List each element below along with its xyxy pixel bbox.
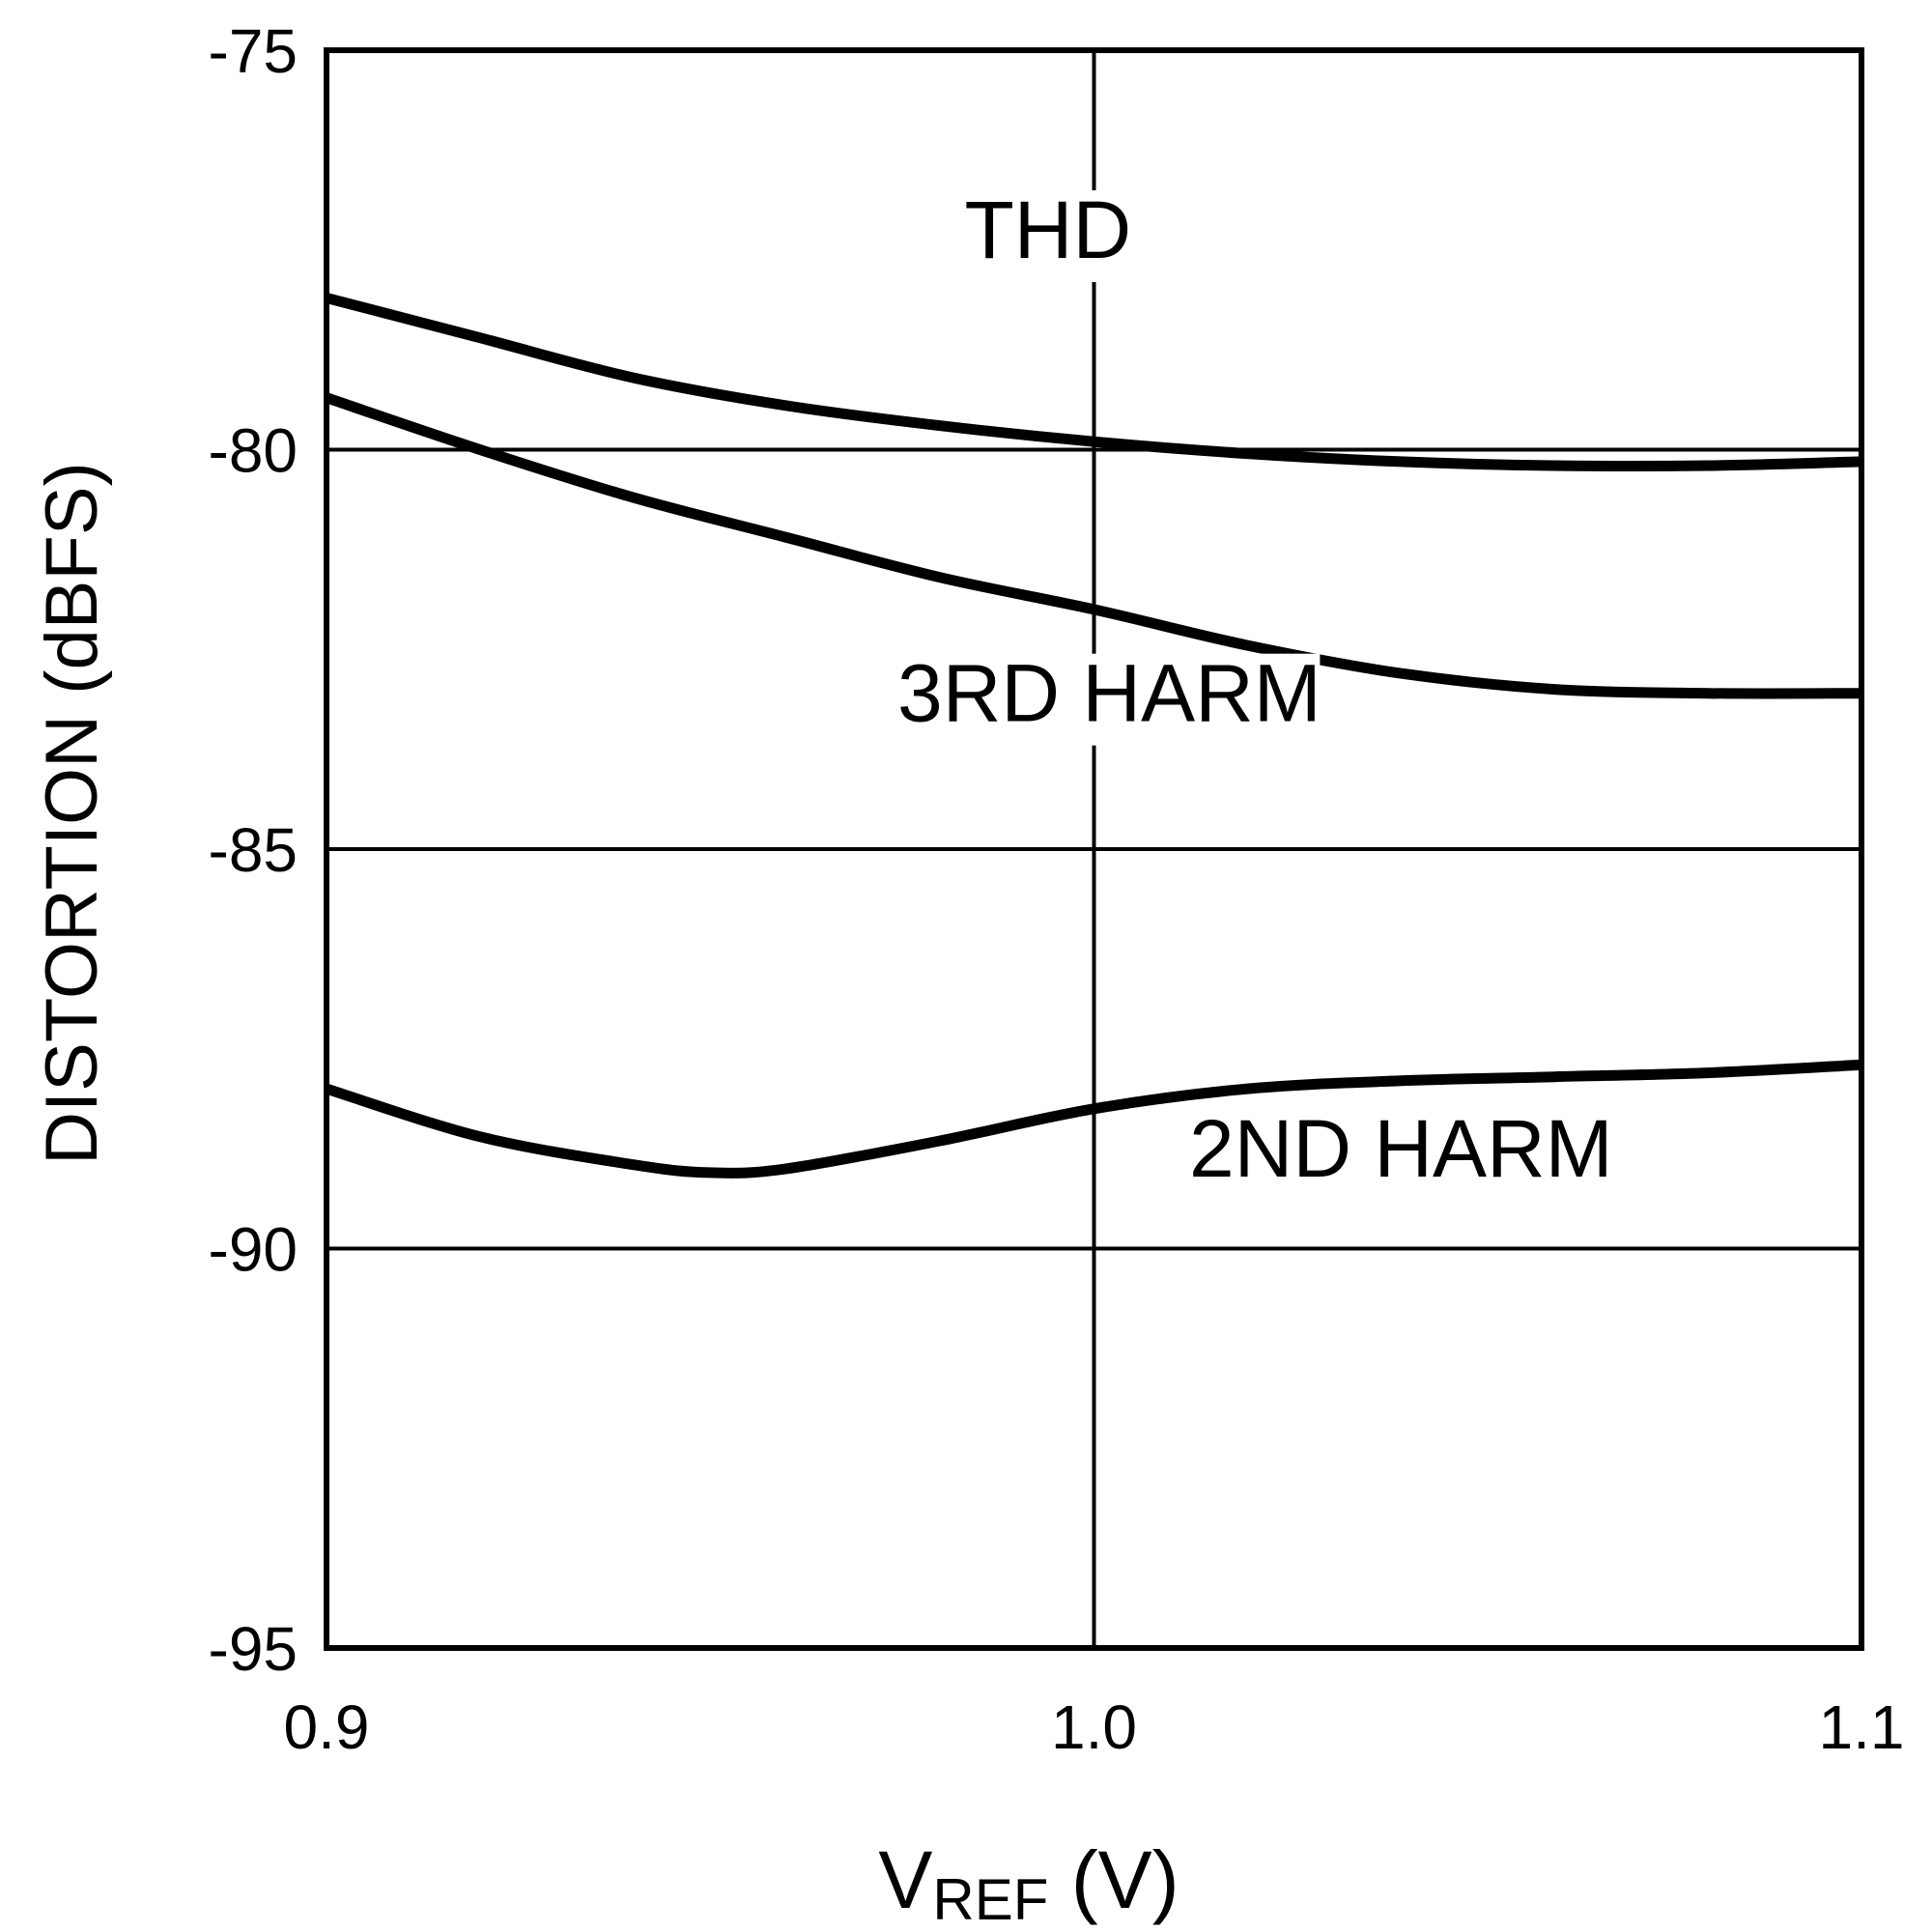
series-annotation: 3RD HARM bbox=[897, 648, 1321, 739]
y-tick-labels: -75 -80 -85 -90 -95 bbox=[209, 16, 298, 1684]
y-axis-title: DISTORTION (dBFS) bbox=[31, 462, 113, 1165]
x-tick-labels: 0.9 1.0 1.1 bbox=[284, 1692, 1905, 1762]
grid-lines bbox=[327, 50, 1861, 1648]
series-annotation: THD bbox=[965, 185, 1132, 275]
x-axis-title-sub: REF bbox=[932, 1867, 1048, 1932]
x-axis-title-unit: (V) bbox=[1048, 1834, 1179, 1925]
x-axis-title: VREF (V) bbox=[878, 1834, 1179, 1932]
series-line-2nd-harm bbox=[325, 1059, 1862, 1179]
annotations: THD 3RD HARM 2ND HARM bbox=[897, 185, 1613, 1202]
series-line-thd bbox=[325, 293, 1862, 472]
annotation-background bbox=[1190, 1109, 1612, 1202]
annotation-background bbox=[962, 190, 1133, 283]
x-tick-label: 0.9 bbox=[284, 1692, 370, 1762]
x-tick-label: 1.1 bbox=[1819, 1692, 1905, 1762]
y-tick-label: -75 bbox=[209, 16, 298, 86]
x-axis-title-main: V bbox=[878, 1834, 932, 1925]
plot-frame bbox=[324, 47, 1864, 1651]
series-line-3rd-harm bbox=[325, 392, 1862, 699]
y-tick-label: -90 bbox=[209, 1215, 298, 1285]
x-tick-label: 1.0 bbox=[1051, 1692, 1137, 1762]
series-annotation: 2ND HARM bbox=[1189, 1103, 1613, 1194]
y-tick-label: -95 bbox=[209, 1614, 298, 1684]
y-tick-label: -80 bbox=[209, 416, 298, 486]
y-tick-label: -85 bbox=[209, 815, 298, 885]
series-lines bbox=[325, 293, 1862, 1179]
annotation-background bbox=[898, 653, 1321, 746]
